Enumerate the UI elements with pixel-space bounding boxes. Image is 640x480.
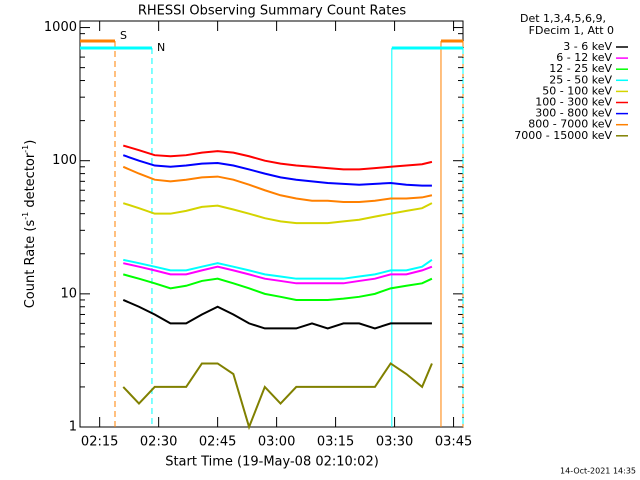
y-tick-label: 1000: [44, 20, 77, 35]
series-line: [122, 362, 433, 431]
legend-header: FDecim 1, Att 0: [529, 24, 614, 37]
y-tick-label: 100: [52, 153, 77, 168]
x-tick-label: 03:00: [258, 435, 295, 450]
y-label-sup: -1: [21, 145, 30, 153]
legend-label: 7000 - 15000 keV: [514, 129, 612, 142]
x-tick-label: 02:45: [199, 435, 236, 450]
y-label-sup: -1: [21, 212, 30, 220]
y-tick-label: 1: [69, 420, 77, 435]
series-line: [123, 258, 433, 280]
y-tick-label: 10: [60, 286, 77, 301]
x-axis-label: Start Time (19-May-08 02:10:02): [165, 455, 379, 470]
legend-label: 800 - 7000 keV: [528, 118, 612, 131]
legend-label: 6 - 12 keV: [556, 51, 612, 64]
series-line: [122, 202, 433, 225]
legend-label: 3 - 6 keV: [563, 40, 612, 53]
legend-label: 300 - 800 keV: [535, 107, 612, 120]
footer: 14-Oct-2021 14:35: [560, 467, 636, 476]
y-label-part: ): [23, 140, 38, 145]
y-label-part: Count Rate (s: [23, 220, 38, 309]
x-tick-label: 03:15: [317, 435, 354, 450]
series-line: [122, 299, 432, 330]
legend-label: 100 - 300 keV: [535, 96, 612, 109]
x-tick-label: 03:45: [435, 435, 472, 450]
x-tick-label: 02:30: [140, 435, 177, 450]
flag-label: N: [157, 41, 165, 54]
series-line: [122, 154, 432, 187]
series-line: [122, 144, 433, 171]
y-axis-label: Count Rate (s-1 detector-1): [21, 140, 38, 309]
series-line: [123, 262, 433, 285]
series-line: [122, 165, 433, 203]
x-tick-label: 03:30: [376, 435, 413, 450]
series-line: [122, 273, 433, 301]
chart-title: RHESSI Observing Summary Count Rates: [138, 4, 407, 19]
legend-label: 25 - 50 keV: [549, 73, 612, 86]
flag-label: S: [120, 29, 127, 42]
x-tick-label: 02:15: [81, 435, 118, 450]
legend-label: 50 - 100 keV: [542, 84, 612, 97]
legend-label: 12 - 25 keV: [549, 62, 612, 75]
legend-header: Det 1,3,4,5,6,9,: [520, 12, 606, 25]
y-label-part: detector: [23, 152, 38, 212]
